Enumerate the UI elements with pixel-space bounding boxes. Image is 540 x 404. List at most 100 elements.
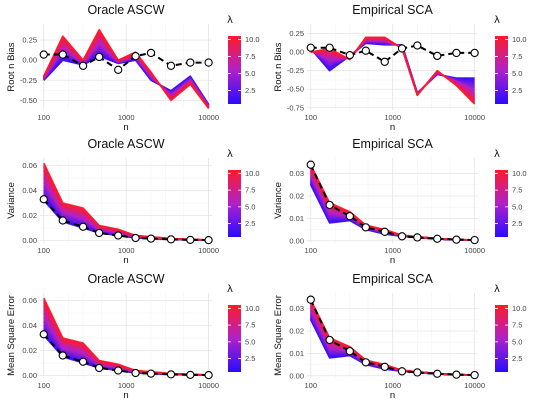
chart-panel-2: 100 1000 10000 0.00 0.02 0.04 0.06 Oracle ASCW n… [6,137,260,266]
y-tick-label: 0.04 [22,186,37,195]
y-tick-label: 0.00 [22,236,37,245]
oracle-point [397,367,407,376]
y-axis-label: Variance [6,182,17,219]
y-tick-label: 0.00 [289,236,304,245]
y-tick-label: 0.02 [22,346,37,355]
legend-tick-label: 5.0 [512,69,522,78]
x-tick-label: 1000 [384,381,401,390]
y-tick-label: 0.00 [22,56,37,65]
y-tick-label: 0.03 [289,169,304,178]
oracle-point [397,232,407,241]
legend-tick-label: 2.5 [512,354,522,363]
oracle-point [146,234,156,243]
panel-title: Oracle ASCW [87,3,164,17]
oracle-point [413,233,422,242]
oracle-point [39,195,48,204]
y-tick-label: 0.02 [289,192,304,201]
x-tick-label: 1000 [384,246,401,255]
y-tick-label: 0.01 [289,349,304,358]
panel-title: Oracle ASCW [87,272,164,286]
legend-tick-label: 10.0 [512,304,527,313]
x-tick-label: 1000 [118,246,135,255]
y-tick-label: 0.06 [22,161,37,170]
oracle-point [306,160,315,169]
x-tick-label: 100 [304,246,317,255]
oracle-point [131,233,140,243]
oracle-point [146,369,156,378]
oracle-point [186,370,195,380]
oracle-line [309,164,475,242]
oracle-point [114,65,123,74]
oracle-point [78,357,88,366]
legend-tick-label: 2.5 [245,86,255,95]
oracle-point [413,368,422,377]
x-tick-label: 1000 [118,113,135,122]
legend-tick-label: 7.5 [512,321,522,330]
x-tick-label: 10000 [464,113,485,122]
oracle-line [43,51,209,72]
oracle-point [345,212,354,221]
y-tick-label: -0.75 [287,103,304,112]
legend-tick-label: 5.0 [245,69,255,78]
x-tick-label: 100 [304,381,317,390]
legend-tick-label: 7.5 [512,186,522,195]
y-tick-label: 0.25 [289,29,304,38]
oracle-point [204,58,213,67]
oracle-point [361,46,370,55]
oracle-point [78,61,88,70]
chart-panel-3: 100 1000 10000 0.00 0.01 0.02 0.03 Empirical SC… [273,137,527,266]
oracle-point [306,295,315,304]
legend-tick-label: 2.5 [245,354,255,363]
oracle-point [380,57,389,66]
legend-title: λ [227,284,233,295]
oracle-point [380,227,389,236]
legend-colorbar [228,170,241,237]
oracle-point [146,48,156,58]
oracle-point [470,370,479,380]
y-tick-label: 0.06 [22,296,37,305]
x-axis-label: n [123,255,128,266]
legend-title: λ [494,15,500,26]
lambda-series-line [310,36,476,105]
y-tick-label: 0.03 [289,304,304,313]
legend-colorbar [495,170,508,237]
x-tick-label: 10000 [464,381,485,390]
lambda-series-line [43,297,209,376]
oracle-point [131,51,140,61]
legend-colorbar [495,305,508,372]
panel-title: Empirical SCA [352,272,433,286]
oracle-point [58,50,67,59]
y-tick-label: 0.00 [22,371,37,380]
y-axis-label: Root n Bias [273,42,284,91]
x-tick-label: 10000 [198,246,219,255]
x-tick-label: 10000 [198,381,219,390]
lambda-series-line [309,164,475,241]
x-axis-label: n [123,390,128,401]
x-axis-label: n [390,122,395,133]
y-tick-label: 0.02 [22,211,37,220]
y-tick-label: 0.01 [289,214,304,223]
chart-panel-1: 100 1000 10000 -0.75 -0.50 -0.25 0.00 0.25 Empir… [273,3,527,133]
oracle-point [204,235,213,245]
y-axis-label: Variance [273,182,284,219]
legend-tick-label: 10.0 [512,169,527,178]
x-axis-label: n [390,390,395,401]
oracle-point [58,216,67,225]
x-tick-label: 1000 [118,381,135,390]
oracle-point [166,370,176,379]
legend-colorbar [228,36,241,104]
oracle-point [114,231,123,240]
y-tick-label: 0.25 [22,36,37,45]
chart-panel-5: 100 1000 10000 0.00 0.01 0.02 0.03 Empirical SC… [273,272,527,401]
oracle-point [433,51,442,61]
oracle-point [345,347,354,356]
legend-tick-label: 10.0 [512,35,527,44]
legend-tick-label: 7.5 [245,52,255,61]
oracle-point [361,223,370,232]
oracle-point [433,234,442,243]
y-axis-label: Mean Square Error [273,295,284,376]
x-tick-label: 100 [38,246,51,255]
legend-title: λ [494,149,500,160]
oracle-point [58,351,67,360]
